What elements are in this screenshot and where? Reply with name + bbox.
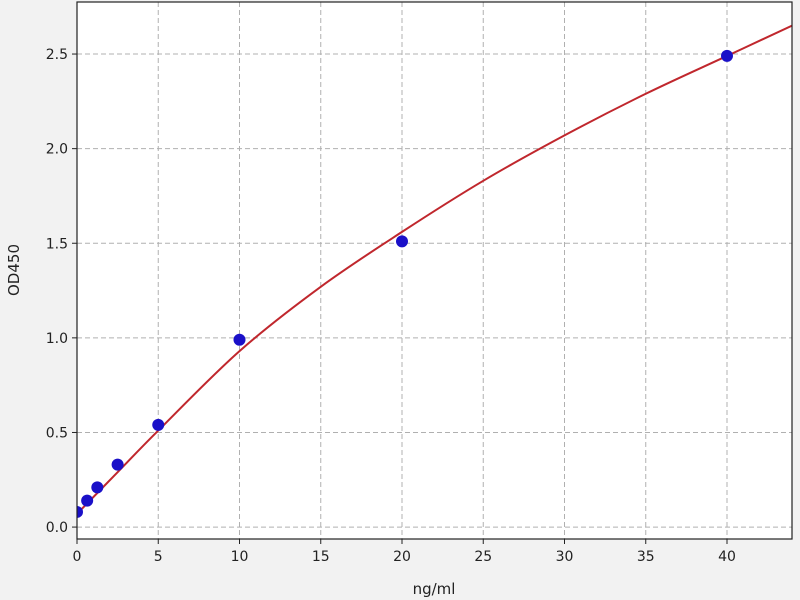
data-point: [233, 333, 246, 346]
x-tick-label: 40: [718, 549, 736, 565]
plot-frame: [76, 1, 793, 540]
x-axis-label: ng/ml: [413, 580, 456, 598]
y-axis-label: OD450: [5, 244, 23, 296]
x-tick-label: 5: [154, 549, 163, 565]
grid: [76, 2, 792, 539]
x-tick-label: 20: [393, 549, 411, 565]
x-tick-label: 0: [73, 549, 82, 565]
data-point: [91, 481, 104, 494]
plot-area: [77, 2, 792, 539]
y-tick-label: 2.0: [46, 142, 68, 158]
data-points: [77, 49, 733, 518]
ticks: 0 5 10 15 20 25 30 35 40 0.0 0.5 1.0 1.5 2.0 2.5: [46, 47, 736, 565]
data-point: [152, 418, 165, 431]
y-tick-label: 1.5: [46, 236, 68, 252]
y-tick-label: 1.0: [46, 331, 68, 347]
x-tick-label: 10: [231, 549, 249, 565]
x-tick-label: 25: [474, 549, 492, 565]
data-point: [396, 235, 408, 248]
data-point: [81, 494, 94, 507]
x-tick-label: 15: [312, 549, 330, 565]
y-tick-label: 2.5: [46, 47, 68, 63]
y-tick-label: 0.0: [46, 520, 68, 536]
data-point: [721, 49, 733, 62]
x-tick-label: 35: [637, 549, 655, 565]
data-point: [111, 458, 124, 471]
y-tick-label: 0.5: [46, 425, 68, 441]
data-point: [77, 505, 83, 518]
x-tick-label: 30: [556, 549, 574, 565]
